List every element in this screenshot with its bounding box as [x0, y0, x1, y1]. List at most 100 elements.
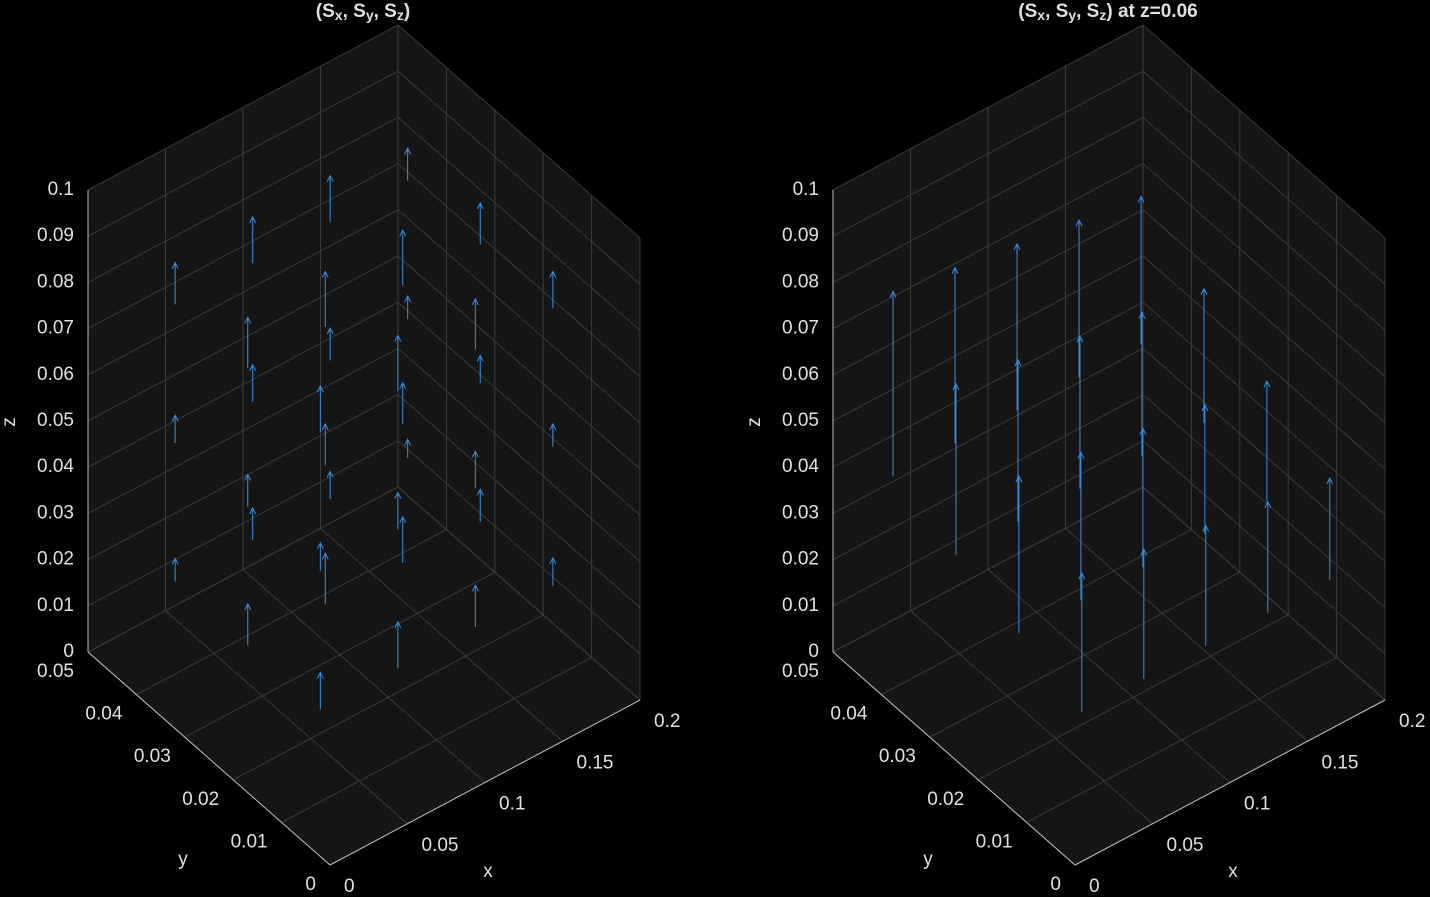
grid-line	[87, 440, 399, 607]
z-tick-label: 0.03	[782, 502, 819, 523]
arrow	[404, 438, 412, 458]
grid-line	[397, 24, 641, 239]
z-tick-label: 0.05	[37, 410, 74, 431]
arrow	[326, 470, 334, 500]
grid-line	[1142, 301, 1386, 516]
z-tick-label: 0.01	[37, 595, 74, 616]
arrow	[549, 422, 557, 448]
arrow	[394, 334, 402, 391]
z-tick-label: 0.03	[37, 502, 74, 523]
grid-line	[87, 347, 399, 514]
grid-line	[832, 209, 1144, 376]
arrow	[476, 201, 484, 245]
arrow	[404, 295, 412, 320]
arrow	[171, 261, 179, 305]
y-tick-label: 0.05	[782, 661, 819, 682]
grid-line	[397, 301, 641, 516]
grid-line	[1142, 348, 1386, 562]
grid-line	[87, 209, 399, 376]
chart-title: (Sx, Sy, Sz) at z=0.06	[1018, 1, 1197, 23]
y-tick-label: 0.05	[37, 661, 74, 682]
y-tick-label: 0.01	[231, 831, 268, 852]
arrow	[394, 491, 402, 530]
grid-line	[1142, 163, 1386, 377]
grid-line	[1142, 117, 1386, 331]
x-axis-line	[329, 699, 641, 866]
grid-line	[1142, 24, 1386, 239]
z-tick-label: 0.05	[782, 410, 819, 431]
arrow	[1200, 287, 1208, 423]
grid-line	[832, 394, 1144, 561]
z-tick-label: 0.1	[48, 179, 74, 200]
x-tick-label: 0.2	[654, 711, 680, 732]
z-tick-label: 0	[63, 641, 74, 662]
z-tick-label: 0.06	[782, 364, 819, 385]
x-tick-label: 0.05	[422, 835, 459, 856]
z-axis-label: z	[744, 417, 765, 427]
grid-line	[397, 440, 641, 655]
x-axis-label: x	[1228, 861, 1238, 882]
y-axis-line	[832, 651, 1076, 866]
grid-line	[87, 24, 399, 191]
grid-line	[832, 163, 1144, 330]
arrow	[249, 506, 257, 541]
z-tick-label: 0.1	[793, 179, 819, 200]
grid-line	[1142, 394, 1386, 608]
grid-line	[397, 117, 641, 331]
arrow	[1202, 524, 1210, 646]
x-axis-line	[1074, 699, 1386, 866]
grid-line	[397, 486, 641, 701]
y-tick-label: 0	[305, 874, 316, 895]
grid-line	[397, 209, 641, 424]
z-axis-label: z	[0, 417, 20, 427]
grid-line	[87, 486, 399, 653]
arrow	[321, 270, 329, 328]
x-tick-label: 0	[344, 876, 355, 897]
arrow	[321, 422, 329, 466]
arrow	[1264, 500, 1272, 613]
arrow	[951, 266, 959, 444]
arrow	[1013, 242, 1021, 411]
grid-line	[1142, 209, 1386, 424]
grid-line	[184, 571, 496, 738]
y-axis-label: y	[178, 849, 188, 870]
grid-line	[397, 394, 641, 608]
arrow	[476, 354, 484, 384]
arrow	[471, 584, 479, 627]
y-axis-label: y	[923, 849, 933, 870]
grid-line	[87, 255, 399, 422]
grid-line	[832, 440, 1144, 607]
z-tick-label: 0.02	[782, 549, 819, 570]
y-tick-label: 0.03	[134, 746, 171, 767]
arrow	[1014, 358, 1022, 522]
arrow	[1015, 475, 1023, 634]
arrow	[1326, 476, 1334, 580]
grid-line	[929, 571, 1241, 738]
arrow	[404, 147, 412, 181]
arrow	[399, 229, 407, 286]
arrow	[321, 552, 329, 605]
grid-line	[832, 24, 1144, 191]
grid-line	[397, 348, 641, 562]
z-tick-label: 0.07	[37, 318, 74, 339]
y-tick-label: 0.01	[976, 831, 1013, 852]
grid-line	[832, 255, 1144, 422]
arrow	[1140, 548, 1148, 679]
arrow	[1263, 379, 1271, 502]
z-tick-label: 0.08	[37, 271, 74, 292]
grid-line	[910, 610, 1153, 825]
grid-line	[832, 486, 1144, 653]
chart-title: (Sx, Sy, Sz)	[316, 1, 410, 23]
grid-line	[87, 70, 399, 237]
grid-line	[881, 529, 1192, 696]
arrow	[1075, 219, 1083, 378]
grid-line	[987, 569, 1231, 783]
z-tick-label: 0.06	[37, 364, 74, 385]
grid-line	[320, 527, 563, 742]
grid-line	[832, 347, 1144, 514]
z-tick-label: 0	[808, 641, 819, 662]
x-tick-label: 0	[1089, 876, 1100, 897]
z-tick-label: 0.04	[782, 456, 819, 477]
